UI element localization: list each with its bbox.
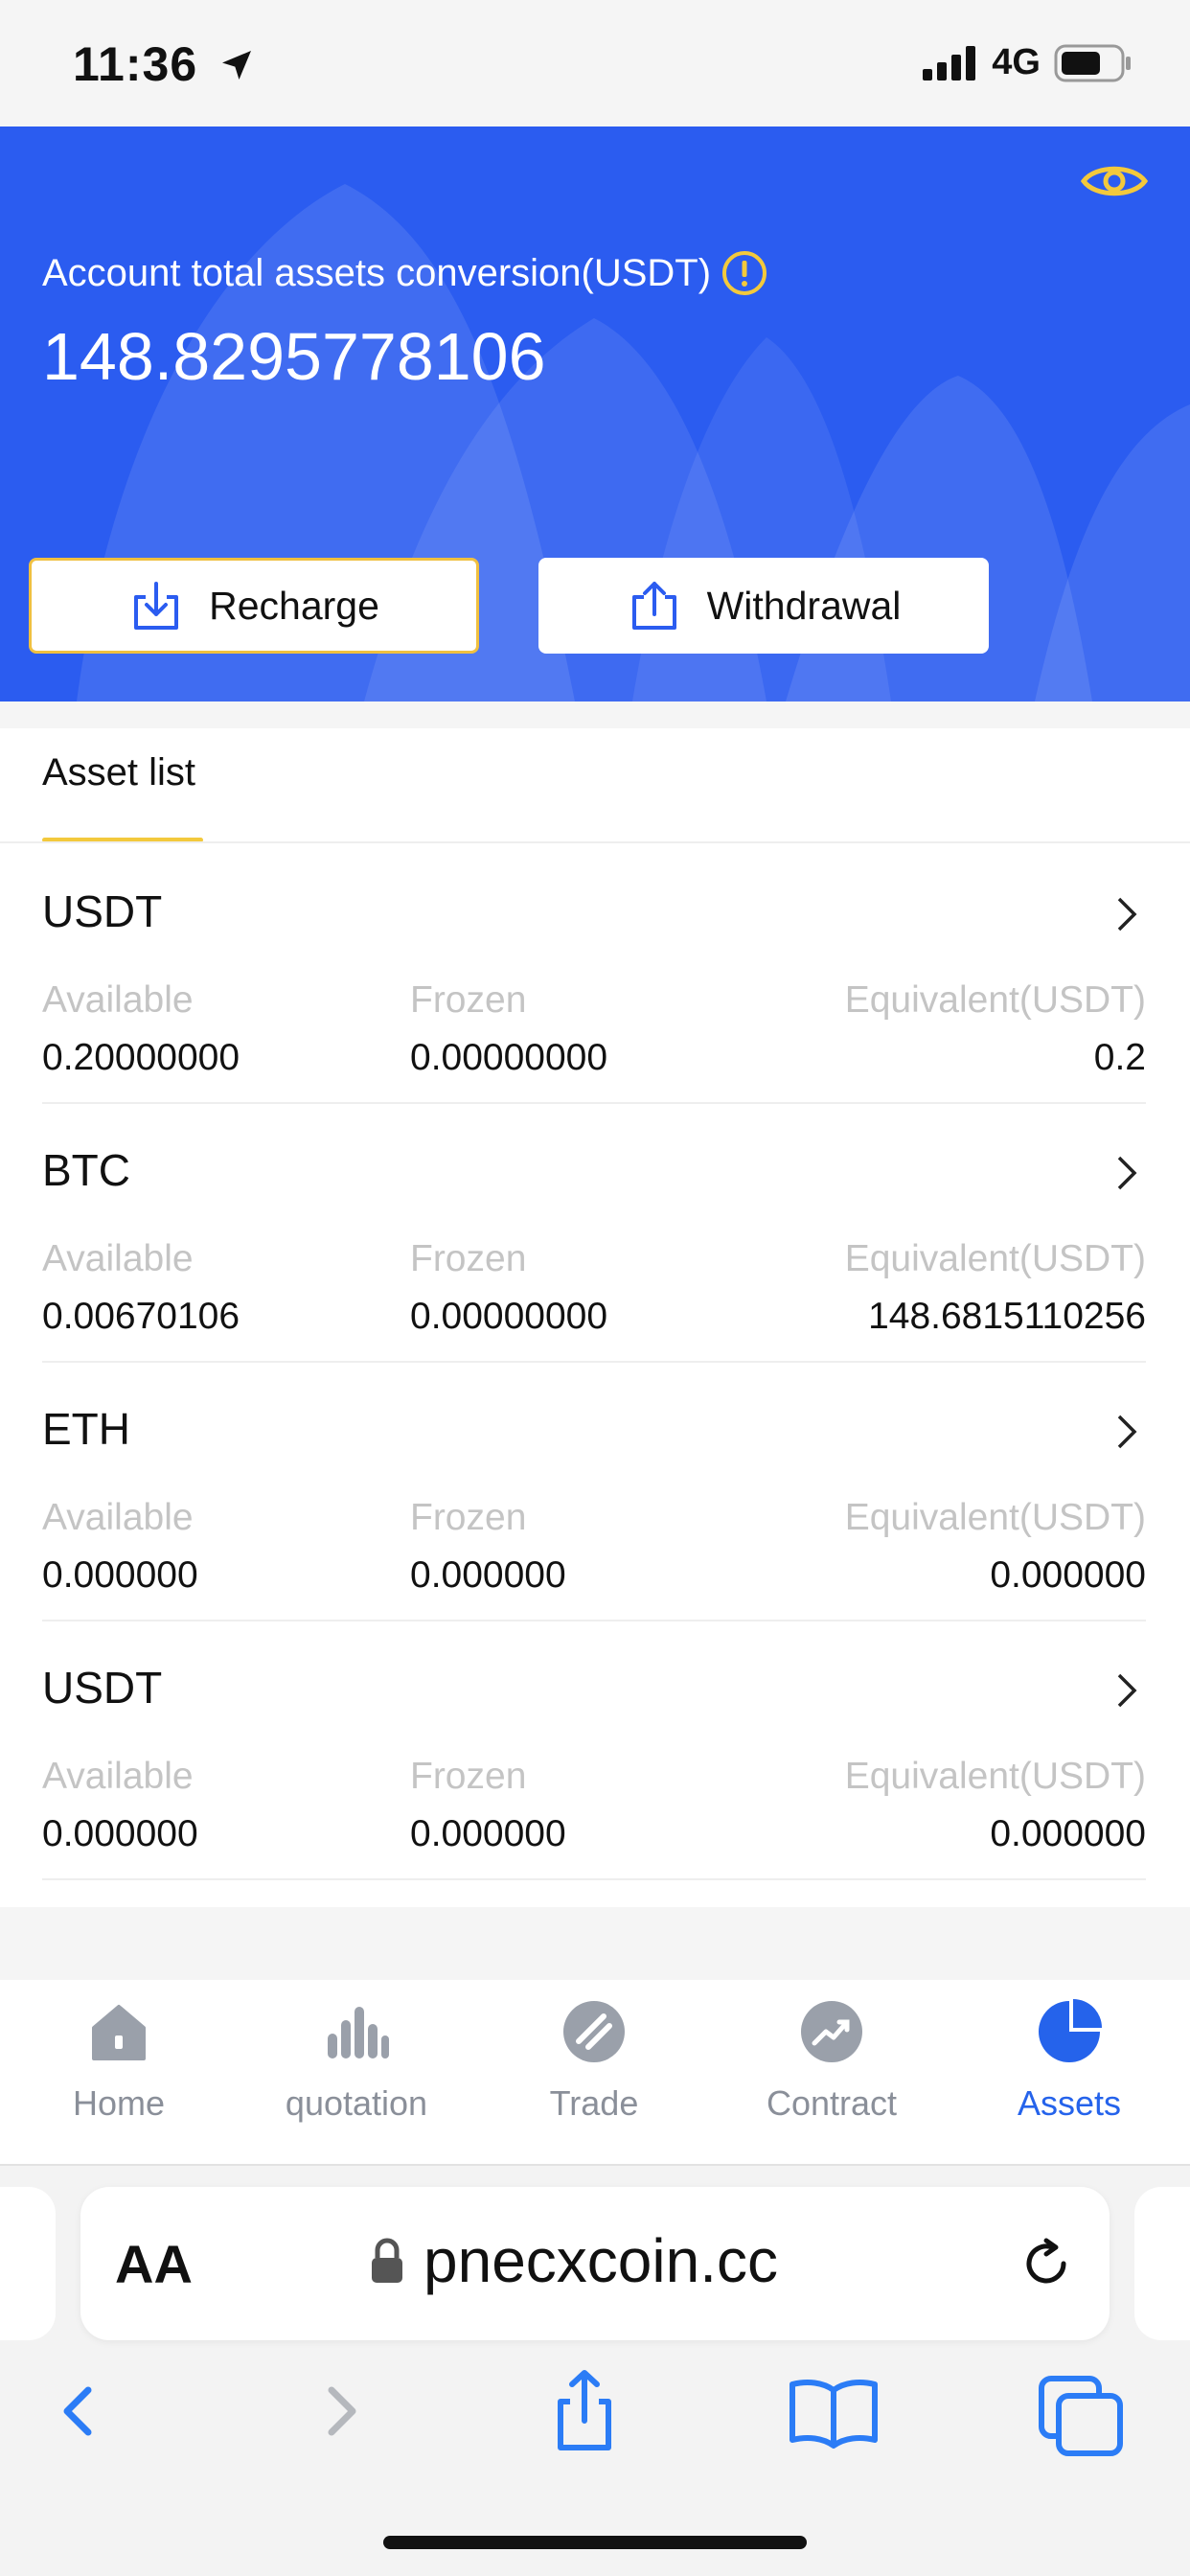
- equivalent-label: Equivalent(USDT): [844, 1756, 1146, 1797]
- coin-name: ETH: [42, 1404, 130, 1454]
- nav-home[interactable]: Home: [0, 1997, 238, 2124]
- previous-tab-peek[interactable]: [0, 2187, 56, 2340]
- total-assets-label: Account total assets conversion(USDT): [42, 251, 712, 294]
- equivalent-value: 0.000000: [990, 1554, 1146, 1596]
- next-tab-peek[interactable]: [1134, 2187, 1190, 2340]
- equivalent-label: Equivalent(USDT): [844, 1497, 1146, 1538]
- frozen-label: Frozen: [410, 1756, 527, 1797]
- share-icon[interactable]: [532, 2358, 637, 2463]
- url-display[interactable]: pnecxcoin.cc: [368, 2225, 778, 2296]
- browser-toolbar: AA pnecxcoin.cc: [0, 2166, 1190, 2576]
- bookmarks-icon[interactable]: [781, 2358, 886, 2463]
- asset-row[interactable]: ETH Available Frozen Equivalent(USDT) 0.…: [42, 1363, 1146, 1622]
- download-icon: [134, 582, 179, 630]
- text-size-button[interactable]: AA: [115, 2234, 193, 2294]
- frozen-label: Frozen: [410, 979, 527, 1021]
- chevron-right-icon: [1117, 1414, 1137, 1449]
- asset-row[interactable]: USDT Available Frozen Equivalent(USDT) 0…: [42, 845, 1146, 1104]
- network-label: 4G: [992, 42, 1041, 82]
- signal-icon: [923, 45, 976, 80]
- location-arrow-icon: [222, 51, 252, 80]
- chevron-right-icon: [1117, 1673, 1137, 1708]
- nav-quotation-label: quotation: [285, 2083, 428, 2123]
- equivalent-value: 0.000000: [990, 1813, 1146, 1854]
- nav-trade-label: Trade: [549, 2083, 639, 2123]
- bar-chart-icon: [328, 2007, 389, 2058]
- total-assets-label-row: Account total assets conversion(USDT): [42, 249, 768, 297]
- pie-chart-icon: [1039, 1999, 1102, 2062]
- chevron-right-icon: [1117, 1156, 1137, 1190]
- home-indicator: [383, 2536, 807, 2549]
- coin-name: USDT: [42, 886, 163, 936]
- nav-trade[interactable]: Trade: [475, 1997, 713, 2124]
- chevron-right-icon: [1117, 897, 1137, 932]
- asset-row[interactable]: USDT Available Frozen Equivalent(USDT) 0…: [42, 1622, 1146, 1880]
- tab-active-indicator: [42, 838, 203, 842]
- address-bar[interactable]: AA pnecxcoin.cc: [80, 2187, 1110, 2340]
- asset-row[interactable]: BTC Available Frozen Equivalent(USDT) 0.…: [42, 1104, 1146, 1363]
- equivalent-value: 148.6815110256: [868, 1296, 1146, 1337]
- trade-icon: [563, 2001, 625, 2062]
- nav-contract[interactable]: Contract: [713, 1997, 950, 2124]
- nav-quotation[interactable]: quotation: [238, 1997, 475, 2124]
- frozen-value: 0.00000000: [410, 1037, 608, 1078]
- status-time: 11:36: [73, 36, 256, 92]
- asset-list-panel: Asset list USDT Available Frozen Equival…: [0, 728, 1190, 1907]
- home-icon: [92, 2005, 146, 2060]
- recharge-label: Recharge: [209, 583, 379, 628]
- coin-name: BTC: [42, 1145, 130, 1195]
- battery-icon: [1054, 44, 1131, 81]
- withdrawal-label: Withdrawal: [706, 583, 902, 628]
- available-value: 0.00670106: [42, 1296, 240, 1337]
- available-value: 0.000000: [42, 1813, 198, 1854]
- bottom-nav: Home quotation Trade Contract Assets: [0, 1980, 1190, 2166]
- available-label: Available: [42, 1756, 194, 1797]
- status-indicators: 4G: [923, 42, 1133, 83]
- back-icon[interactable]: [29, 2358, 134, 2463]
- available-label: Available: [42, 979, 194, 1021]
- frozen-value: 0.000000: [410, 1813, 566, 1854]
- nav-home-label: Home: [72, 2083, 166, 2123]
- status-bar: 11:36 4G: [0, 0, 1190, 126]
- tabs-icon[interactable]: [1030, 2358, 1135, 2463]
- forward-icon[interactable]: [287, 2358, 393, 2463]
- eye-icon[interactable]: [1081, 159, 1148, 203]
- frozen-value: 0.000000: [410, 1554, 566, 1596]
- contract-icon: [801, 2001, 862, 2062]
- nav-assets[interactable]: Assets: [950, 1997, 1188, 2124]
- recharge-button[interactable]: Recharge: [29, 558, 479, 654]
- frozen-label: Frozen: [410, 1238, 527, 1279]
- frozen-label: Frozen: [410, 1497, 527, 1538]
- nav-contract-label: Contract: [766, 2083, 898, 2123]
- available-value: 0.000000: [42, 1554, 198, 1596]
- equivalent-value: 0.2: [1093, 1037, 1146, 1078]
- equivalent-label: Equivalent(USDT): [844, 979, 1146, 1021]
- upload-icon: [631, 582, 676, 630]
- withdrawal-button[interactable]: Withdrawal: [538, 558, 989, 654]
- total-assets-value: 148.8295778106: [42, 319, 546, 394]
- tab-asset-list[interactable]: Asset list: [42, 751, 196, 794]
- assets-header: Account total assets conversion(USDT) 14…: [0, 126, 1190, 702]
- coin-name: USDT: [42, 1663, 163, 1713]
- url-text: pnecxcoin.cc: [423, 2226, 778, 2295]
- nav-assets-label: Assets: [1017, 2083, 1122, 2123]
- tab-divider: [0, 841, 1190, 843]
- available-label: Available: [42, 1238, 194, 1279]
- info-icon[interactable]: [721, 249, 768, 297]
- lock-icon: [372, 2238, 402, 2283]
- equivalent-label: Equivalent(USDT): [844, 1238, 1146, 1279]
- available-value: 0.20000000: [42, 1037, 240, 1078]
- frozen-value: 0.00000000: [410, 1296, 608, 1337]
- reload-icon[interactable]: [1018, 2235, 1075, 2292]
- available-label: Available: [42, 1497, 194, 1538]
